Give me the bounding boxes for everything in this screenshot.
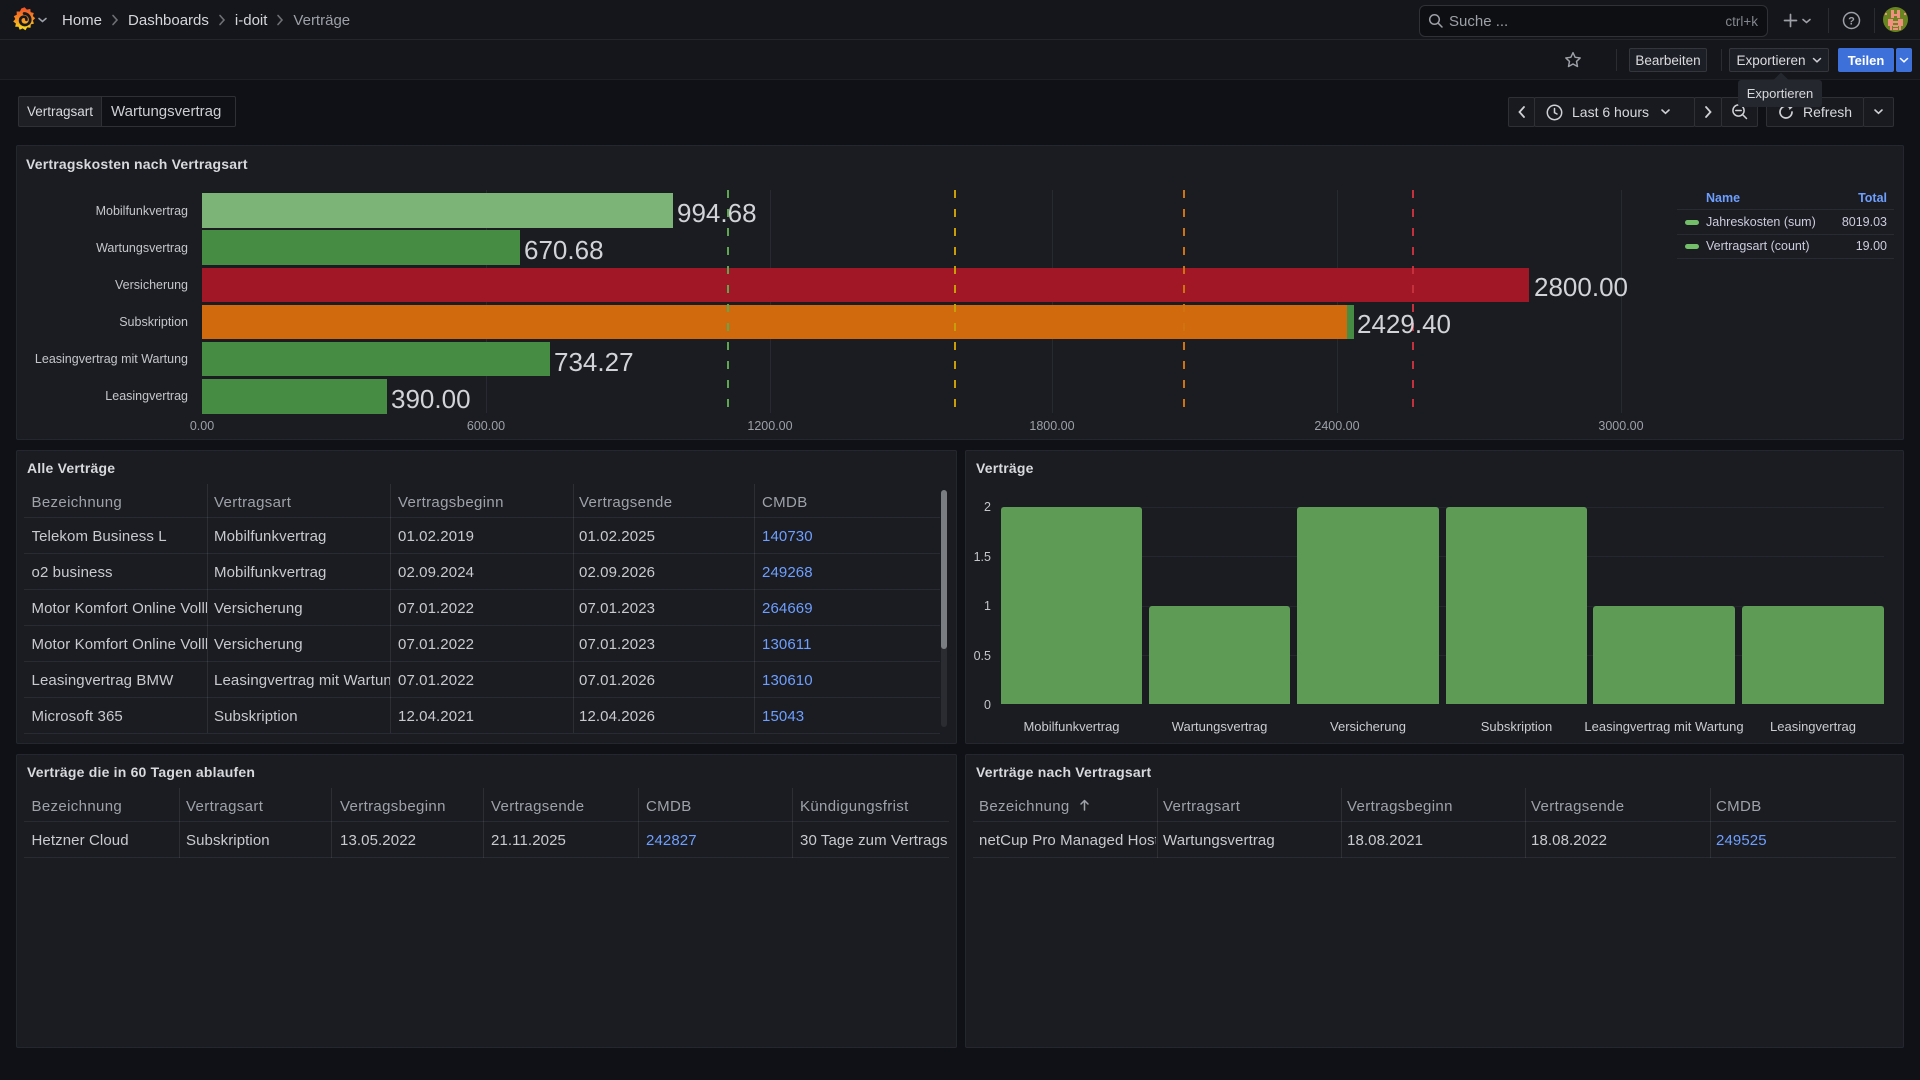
svg-text:?: ? [1848, 15, 1855, 27]
